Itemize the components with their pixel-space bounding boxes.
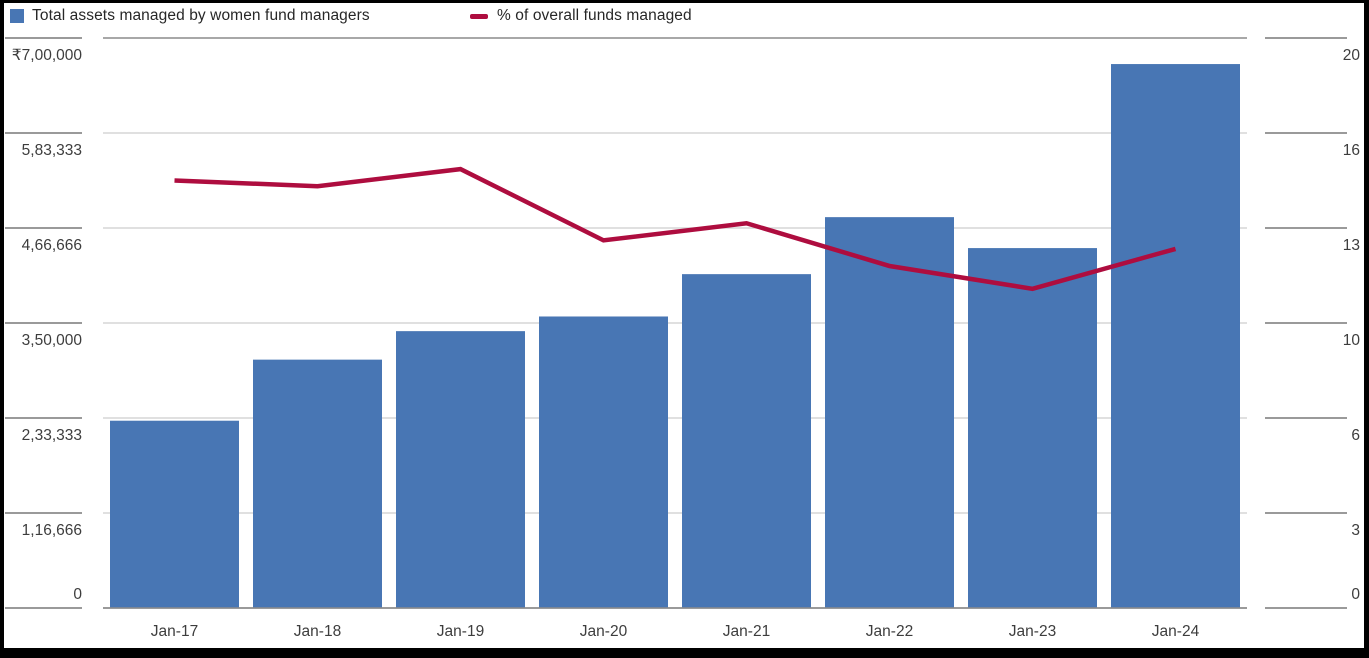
left-axis-label: 5,83,333 — [22, 142, 82, 159]
x-axis-label: Jan-21 — [723, 623, 770, 640]
bar-Jan-19 — [396, 331, 525, 608]
bar-Jan-24 — [1111, 64, 1240, 609]
right-axis-label: 16 — [1343, 142, 1360, 159]
x-axis-label: Jan-18 — [294, 623, 341, 640]
x-axis-label: Jan-17 — [151, 623, 198, 640]
x-axis-label: Jan-19 — [437, 623, 484, 640]
right-axis-label: 6 — [1351, 427, 1360, 444]
percent-funds-line — [174, 166, 1177, 292]
right-axis-label: 13 — [1343, 237, 1360, 254]
x-axis-label: Jan-23 — [1009, 623, 1056, 640]
legend-item-total-assets: Total assets managed by women fund manag… — [10, 5, 370, 27]
chart-legend: Total assets managed by women fund manag… — [0, 5, 1360, 31]
left-axis-label: 3,50,000 — [22, 332, 83, 349]
bar-Jan-22 — [825, 217, 954, 608]
bar-Jan-23 — [968, 248, 1097, 609]
bar-series-swatch-icon — [10, 9, 24, 23]
right-axis-label: 10 — [1343, 332, 1361, 349]
x-axis-label: Jan-22 — [866, 623, 913, 640]
legend-item-percent-funds: % of overall funds managed — [470, 5, 692, 27]
left-axis-label: 1,16,666 — [22, 522, 82, 539]
left-axis-label: ₹7,00,000 — [12, 47, 83, 64]
legend-label-total-assets: Total assets managed by women fund manag… — [32, 7, 370, 24]
legend-label-percent-funds: % of overall funds managed — [497, 7, 692, 24]
right-axis-label: 20 — [1343, 47, 1361, 64]
left-axis-label: 2,33,333 — [22, 427, 82, 444]
bar-Jan-18 — [253, 359, 382, 608]
bar-Jan-20 — [539, 316, 668, 608]
x-axis-label: Jan-20 — [580, 623, 628, 640]
bar-Jan-21 — [682, 274, 811, 608]
left-axis-label: 4,66,666 — [22, 237, 82, 254]
left-axis-label: 0 — [73, 586, 82, 603]
x-axis-label: Jan-24 — [1152, 623, 1200, 640]
right-axis-label: 3 — [1351, 522, 1360, 539]
right-axis-label: 0 — [1351, 586, 1360, 603]
bar-Jan-17 — [110, 420, 239, 608]
line-series-swatch-icon — [470, 13, 488, 19]
